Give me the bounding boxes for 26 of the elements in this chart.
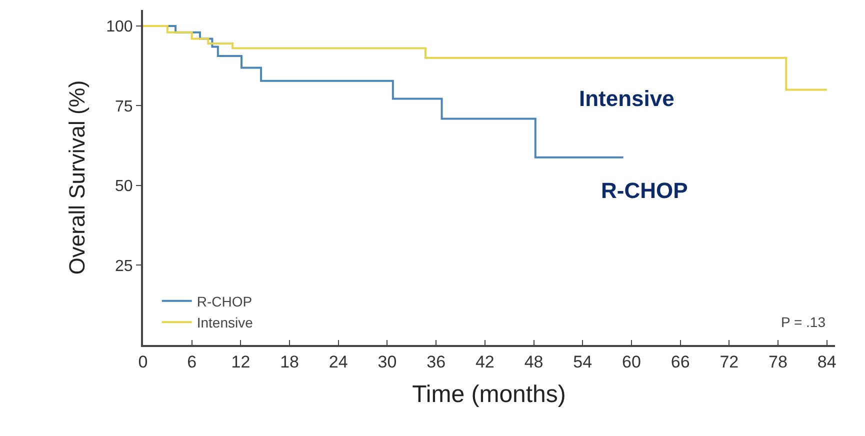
- x-tick-label: 0: [138, 352, 148, 372]
- y-tick-label: 25: [115, 258, 133, 275]
- legend-label: R-CHOP: [196, 293, 252, 310]
- x-tick-label: 54: [573, 352, 592, 372]
- annotation: Intensive: [579, 86, 674, 111]
- x-tick-label: 48: [524, 352, 544, 372]
- x-tick-label: 36: [426, 352, 446, 372]
- x-tick-label: 12: [231, 352, 250, 372]
- x-tick-label: 78: [768, 352, 788, 372]
- y-tick-label: 75: [115, 98, 133, 116]
- annotation: P = .13: [781, 314, 826, 330]
- x-tick-label: 84: [817, 352, 836, 372]
- y-tick-label: 100: [106, 18, 133, 36]
- x-tick-label: 6: [187, 352, 197, 372]
- x-tick-label: 18: [280, 352, 299, 372]
- x-tick-label: 72: [720, 352, 739, 372]
- x-tick-label: 66: [670, 352, 690, 372]
- annotation: R-CHOP: [601, 178, 688, 203]
- x-tick-label: 24: [328, 352, 348, 372]
- y-axis-title: Overall Survival (%): [64, 80, 90, 275]
- x-axis-title: Time (months): [412, 381, 566, 408]
- x-tick-label: 42: [475, 352, 494, 372]
- legend-label: Intensive: [196, 314, 254, 331]
- y-tick-label: 50: [115, 178, 133, 196]
- x-tick-label: 30: [378, 352, 397, 372]
- x-tick-label: 60: [622, 352, 641, 372]
